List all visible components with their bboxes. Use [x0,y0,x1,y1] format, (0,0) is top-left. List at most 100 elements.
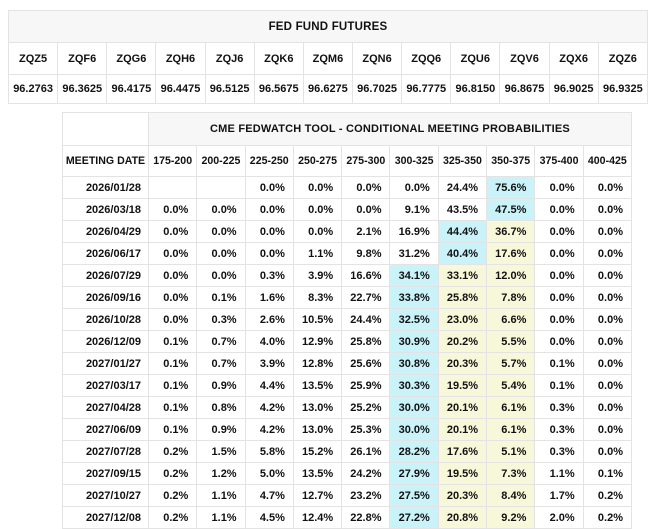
futures-column-header: ZQJ6 [204,42,255,75]
probability-cell: 4.0% [244,330,294,353]
rate-range-header: 350-375 [486,145,536,177]
meeting-date-cell: 2027/01/27 [62,352,149,375]
probability-cell: 0.9% [196,418,246,441]
fedwatch-title-row: CME FEDWATCH TOOL - CONDITIONAL MEETING … [62,112,632,146]
rate-range-header: 175-200 [147,145,198,177]
meeting-date-cell: 2027/06/09 [62,418,149,441]
probability-cell: 1.5% [196,440,246,463]
probability-cell: 0.0% [582,440,633,463]
probability-cell: 0.1% [196,286,246,309]
probability-cell: 13.0% [292,418,343,441]
futures-title-row: FED FUND FUTURES [8,10,648,43]
probability-cell: 0.3% [244,264,294,287]
probability-cell: 0.3% [534,418,584,441]
probability-cell: 0.2% [147,506,198,529]
probability-cell: 23.2% [341,484,391,507]
probability-cell: 7.8% [486,286,536,309]
probability-cell: 0.0% [147,220,198,243]
probability-cell: 9.8% [341,242,391,265]
probability-cell: 31.2% [389,242,439,265]
probability-cell: 28.2% [389,440,439,463]
futures-value-cell: 96.9325 [597,74,649,104]
meeting-row: 2026/04/29 0.0% 0.0% 0.0% 0.0% 2.1% 16.9% 44.4%… [62,220,633,243]
futures-column-header: ZQF6 [57,42,108,75]
probability-cell: 5.8% [244,440,294,463]
meeting-row: 2027/04/28 0.1% 0.8% 4.2% 13.0% 25.2% 30.0% 20.… [62,396,633,419]
probability-cell: 0.1% [147,330,198,353]
probability-cell: 0.0% [389,176,439,199]
probability-cell: 30.9% [389,330,439,353]
futures-column-header: ZQZ6 [597,42,649,75]
probability-cell: 6.6% [486,308,536,331]
probability-cell: 0.0% [341,198,391,221]
probability-cell: 1.1% [534,462,584,485]
probability-cell: 0.0% [534,264,584,287]
meeting-row: 2027/06/09 0.1% 0.9% 4.2% 13.0% 25.3% 30.0% 20.… [62,418,633,441]
probability-cell: 27.9% [389,462,439,485]
probability-cell: 4.7% [244,484,294,507]
meeting-row: 2026/07/29 0.0% 0.0% 0.3% 3.9% 16.6% 34.1% 33.1… [62,264,633,287]
fedwatch-header-row: MEETING DATE 175-200 200-225 225-250 250-27… [62,145,633,177]
futures-column-header: ZQX6 [548,42,599,75]
futures-value-row: 96.2763 96.3625 96.4175 96.4475 96.5125 96.56… [7,74,649,104]
meeting-date-cell: 2027/04/28 [62,396,149,419]
rate-range-header: 300-325 [389,145,439,177]
probability-cell: 3.9% [244,352,294,375]
probability-cell: 0.0% [582,220,633,243]
probability-cell: 0.0% [147,286,198,309]
probability-cell: 0.0% [534,198,584,221]
probability-cell: 1.2% [196,462,246,485]
probability-cell: 0.0% [341,176,391,199]
probability-cell: 30.0% [389,396,439,419]
probability-cell: 0.0% [244,242,294,265]
rate-range-header: 225-250 [244,145,294,177]
probability-cell: 5.0% [244,462,294,485]
rate-range-header: 400-425 [582,145,633,177]
probability-cell: 1.1% [292,242,343,265]
probability-cell: 0.0% [147,198,198,221]
probability-cell: 0.0% [534,286,584,309]
probability-cell: 20.2% [437,330,488,353]
probability-cell: 19.5% [437,374,488,397]
probability-cell: 0.0% [582,308,633,331]
futures-column-header: ZQK6 [253,42,304,75]
probability-cell: 0.0% [147,242,198,265]
futures-value-cell: 96.2763 [7,74,59,104]
meeting-date-cell: 2027/10/27 [62,484,149,507]
meeting-date-header: MEETING DATE [62,145,149,177]
probability-cell: 0.3% [534,396,584,419]
probability-cell: 0.0% [534,308,584,331]
probability-cell: 0.0% [582,396,633,419]
futures-title: FED FUND FUTURES [8,10,648,43]
meeting-row: 2027/01/27 0.1% 0.7% 3.9% 12.8% 25.6% 30.8% 20.… [62,352,633,375]
probability-cell: 0.8% [196,396,246,419]
meeting-date-cell: 2027/12/08 [62,506,149,529]
probability-cell: 0.3% [534,440,584,463]
probability-cell: 12.7% [292,484,343,507]
meeting-row: 2026/01/28 0.0% 0.0% 0.0% 0.0% 24.4% 75.6% 0.0%… [62,176,633,199]
probability-cell: 5.4% [486,374,536,397]
meeting-row: 2026/12/09 0.1% 0.7% 4.0% 12.9% 25.8% 30.9% 20.… [62,330,633,353]
probability-cell: 7.3% [486,462,536,485]
futures-value-cell: 96.4475 [155,74,206,104]
probability-cell: 2.1% [341,220,391,243]
probability-cell: 33.8% [389,286,439,309]
probability-cell: 0.7% [196,352,246,375]
probability-cell: 4.5% [244,506,294,529]
probability-cell: 2.6% [244,308,294,331]
futures-column-header: ZQH6 [155,42,206,75]
meeting-row: 2027/07/28 0.2% 1.5% 5.8% 15.2% 26.1% 28.2% 17.… [62,440,633,463]
probability-cell: 0.1% [534,352,584,375]
probability-cell: 0.0% [196,198,246,221]
probability-cell: 0.0% [196,220,246,243]
probability-cell: 30.3% [389,374,439,397]
probability-cell: 17.6% [437,440,488,463]
probability-cell: 24.4% [437,176,488,199]
probability-cell: 1.7% [534,484,584,507]
meeting-date-cell: 2026/10/28 [62,308,149,331]
probability-cell: 0.0% [292,220,343,243]
probability-cell: 13.5% [292,462,343,485]
probability-cell: 0.1% [147,396,198,419]
meeting-date-cell: 2026/04/29 [62,220,149,243]
probability-cell: 32.5% [389,308,439,331]
